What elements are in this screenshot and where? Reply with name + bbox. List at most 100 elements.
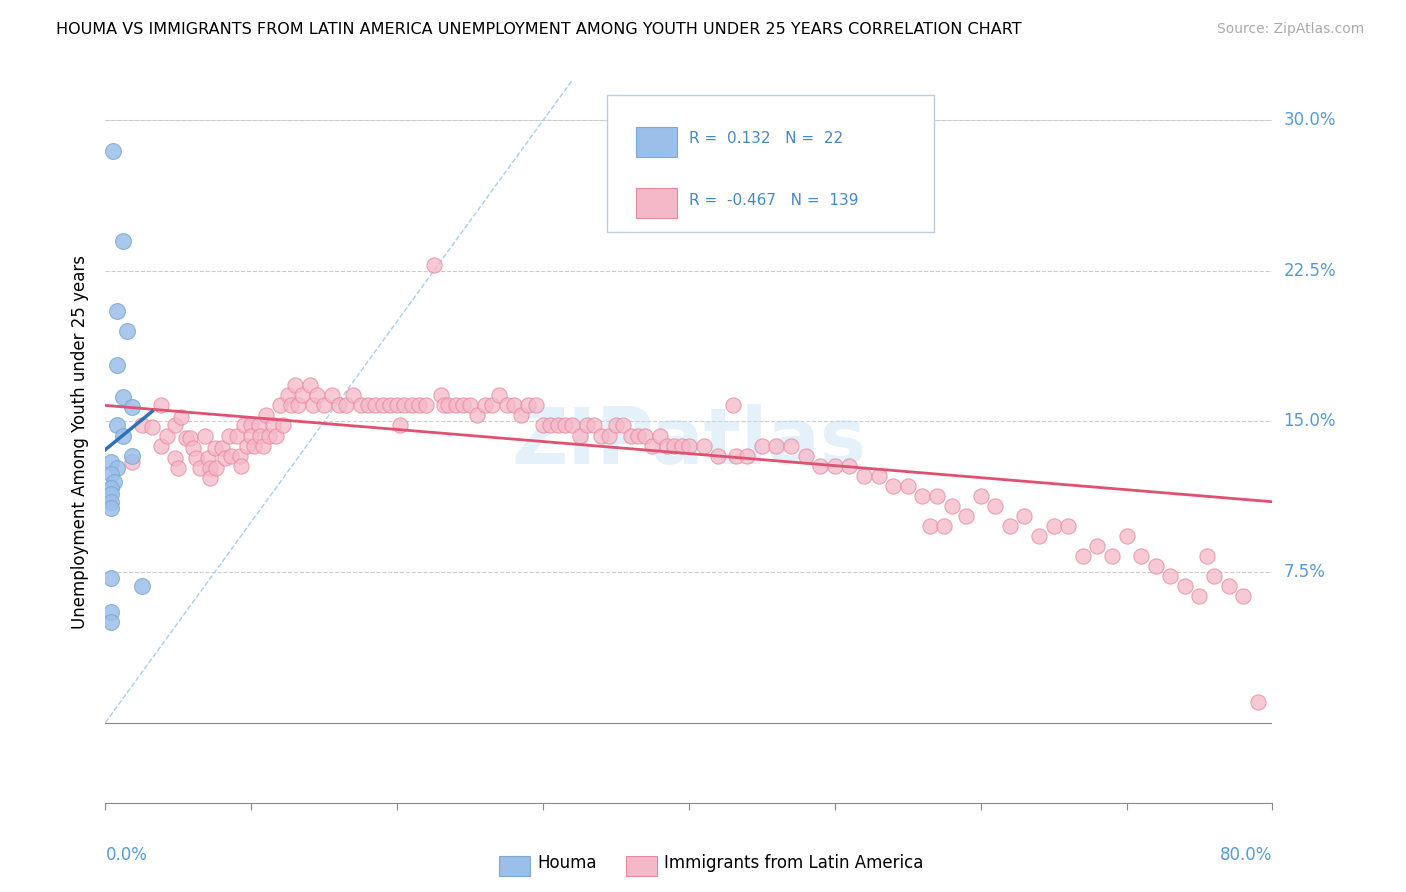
- Point: [591, 428, 613, 442]
- Point: [229, 458, 252, 473]
- Point: [117, 324, 139, 338]
- Point: [225, 428, 247, 442]
- Point: [197, 450, 219, 465]
- Point: [970, 489, 993, 503]
- Point: [934, 519, 956, 533]
- Point: [262, 418, 284, 433]
- Point: [1195, 549, 1218, 563]
- Point: [612, 418, 634, 433]
- Point: [430, 388, 453, 402]
- Point: [252, 438, 274, 452]
- Point: [100, 615, 122, 630]
- Point: [321, 388, 343, 402]
- Point: [1188, 589, 1211, 603]
- Point: [474, 398, 496, 412]
- Point: [131, 579, 153, 593]
- Point: [538, 418, 561, 433]
- Point: [342, 388, 364, 402]
- Point: [998, 519, 1021, 533]
- Point: [100, 467, 122, 481]
- Point: [371, 398, 394, 412]
- Point: [200, 460, 222, 475]
- Point: [627, 428, 650, 442]
- Text: R =  0.132   N =  22: R = 0.132 N = 22: [689, 131, 844, 146]
- Point: [1247, 696, 1270, 710]
- Point: [100, 571, 122, 585]
- Point: [219, 449, 242, 463]
- Point: [1174, 579, 1197, 593]
- Point: [737, 449, 759, 463]
- FancyBboxPatch shape: [607, 95, 934, 232]
- Point: [378, 398, 401, 412]
- Point: [692, 438, 714, 452]
- Point: [1057, 519, 1080, 533]
- Text: 22.5%: 22.5%: [1284, 262, 1336, 280]
- Point: [1101, 549, 1123, 563]
- Point: [838, 458, 860, 473]
- Point: [925, 489, 948, 503]
- Point: [298, 378, 321, 392]
- Point: [955, 508, 977, 523]
- Point: [149, 398, 172, 412]
- Point: [605, 418, 627, 433]
- Point: [918, 519, 941, 533]
- Point: [1087, 539, 1109, 553]
- Point: [350, 398, 373, 412]
- Point: [364, 398, 387, 412]
- Point: [277, 388, 299, 402]
- Point: [941, 499, 963, 513]
- Point: [243, 438, 266, 452]
- Point: [517, 398, 540, 412]
- Point: [105, 460, 128, 475]
- Point: [415, 398, 437, 412]
- Point: [167, 460, 190, 475]
- Point: [305, 388, 328, 402]
- Text: Immigrants from Latin America: Immigrants from Latin America: [664, 855, 922, 872]
- Point: [101, 144, 124, 158]
- Point: [852, 468, 875, 483]
- Point: [1028, 529, 1050, 543]
- Point: [1042, 519, 1064, 533]
- Point: [100, 605, 122, 619]
- Point: [156, 428, 179, 442]
- Point: [249, 428, 271, 442]
- Point: [495, 398, 517, 412]
- Point: [524, 398, 547, 412]
- Point: [328, 398, 350, 412]
- Point: [547, 418, 569, 433]
- Y-axis label: Unemployment Among Youth under 25 years: Unemployment Among Youth under 25 years: [72, 254, 90, 629]
- Text: R =  -0.467   N =  139: R = -0.467 N = 139: [689, 193, 859, 208]
- Point: [467, 409, 489, 423]
- Point: [433, 398, 456, 412]
- Point: [707, 449, 730, 463]
- Point: [794, 449, 817, 463]
- Point: [181, 441, 204, 455]
- Point: [257, 428, 280, 442]
- Point: [149, 438, 172, 452]
- Point: [236, 438, 259, 452]
- Point: [481, 398, 503, 412]
- Point: [724, 449, 747, 463]
- Point: [765, 438, 787, 452]
- Point: [269, 398, 292, 412]
- Point: [531, 418, 554, 433]
- Point: [240, 418, 263, 433]
- Point: [634, 428, 657, 442]
- Point: [575, 418, 598, 433]
- Point: [882, 478, 904, 492]
- Point: [664, 438, 686, 452]
- Text: 30.0%: 30.0%: [1284, 112, 1336, 129]
- Point: [100, 481, 122, 495]
- Point: [121, 455, 143, 469]
- Text: HOUMA VS IMMIGRANTS FROM LATIN AMERICA UNEMPLOYMENT AMONG YOUTH UNDER 25 YEARS C: HOUMA VS IMMIGRANTS FROM LATIN AMERICA U…: [56, 22, 1022, 37]
- Point: [254, 409, 277, 423]
- Point: [721, 398, 744, 412]
- Point: [218, 428, 240, 442]
- Point: [655, 438, 678, 452]
- Point: [211, 441, 233, 455]
- Point: [284, 378, 307, 392]
- Point: [335, 398, 357, 412]
- Point: [240, 428, 263, 442]
- Point: [1202, 569, 1225, 583]
- Point: [264, 428, 287, 442]
